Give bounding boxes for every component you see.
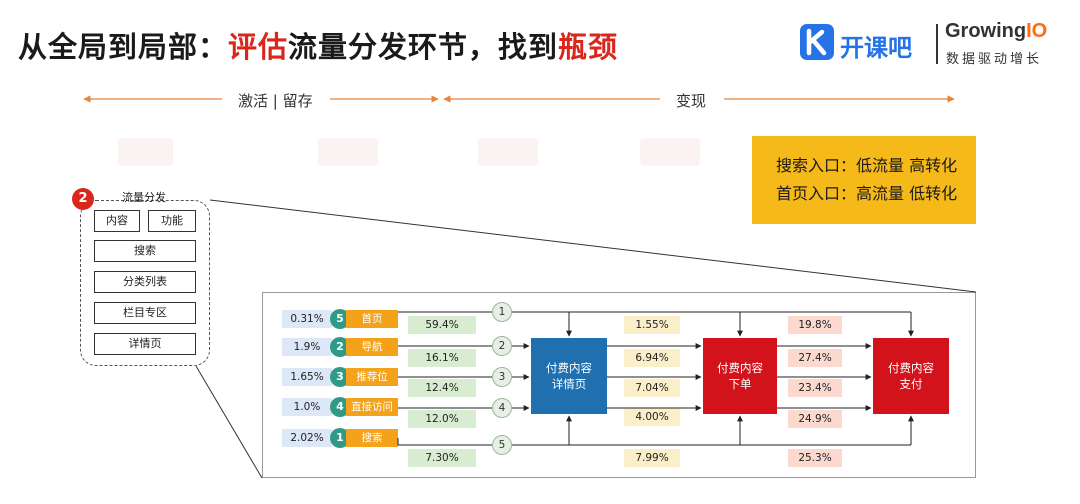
brand-logo: 开课吧 GrowingIO 数据驱动增长 xyxy=(800,20,1065,68)
pay-rate-value: 24.9% xyxy=(788,410,842,428)
stage-box-payment: 付费内容 支付 xyxy=(873,338,949,414)
title-part-2: 评估 xyxy=(228,30,289,64)
page-title: 从全局到局部：评估流量分发环节，找到瓶颈 xyxy=(18,24,618,66)
detail-rate-value: 16.1% xyxy=(408,349,476,367)
order-rate-value: 4.00% xyxy=(624,408,680,426)
channel-share-value: 1.0% xyxy=(282,398,332,416)
channel-label-home: 首页 xyxy=(346,310,398,328)
title-part-3: 流量分发环节，找到 xyxy=(288,30,559,64)
detail-rate-value: 12.4% xyxy=(408,379,476,397)
pay-rate-value: 23.4% xyxy=(788,379,842,397)
channel-label-recommend: 推荐位 xyxy=(346,368,398,386)
stage-order-line1: 付费内容 xyxy=(717,361,763,375)
order-rate-value: 7.04% xyxy=(624,379,680,397)
panel-box-category: 分类列表 xyxy=(94,271,196,293)
kaikeba-logo-icon xyxy=(800,24,834,60)
step-badge: 2 xyxy=(72,188,94,210)
channel-rank-badge: 2 xyxy=(330,337,350,357)
panel-box-search: 搜索 xyxy=(94,240,196,262)
stage-pay-line2: 支付 xyxy=(899,377,923,391)
channel-rank-badge: 5 xyxy=(330,309,350,329)
order-rate-value: 7.99% xyxy=(624,449,680,467)
faded-background-shape xyxy=(118,138,173,166)
logo-tagline: 数据驱动增长 xyxy=(946,52,1043,67)
stage-pay-line1: 付费内容 xyxy=(888,361,934,375)
order-rate-value: 6.94% xyxy=(624,349,680,367)
title-part-4: 瓶颈 xyxy=(558,30,619,64)
traffic-distribution-panel xyxy=(80,200,210,366)
faded-background-shape xyxy=(478,138,538,166)
title-part-1: 从全局到局部： xyxy=(18,30,229,64)
phase-label-monetization: 变现 xyxy=(676,92,707,110)
detail-rate-value: 59.4% xyxy=(408,316,476,334)
panel-box-function: 功能 xyxy=(148,210,196,232)
channel-share-value: 0.31% xyxy=(282,310,332,328)
order-rate-value: 1.55% xyxy=(624,316,680,334)
stage-box-detail-page: 付费内容 详情页 xyxy=(531,338,607,414)
logo-divider xyxy=(936,24,938,64)
channel-rank-badge: 4 xyxy=(330,397,350,417)
pay-rate-value: 27.4% xyxy=(788,349,842,367)
pay-rate-value: 25.3% xyxy=(788,449,842,467)
callout-line-search: 搜索入口：低流量 高转化 xyxy=(776,156,958,175)
stage-box-order: 付费内容 下单 xyxy=(703,338,777,414)
phase-label-activation: 激活 | 留存 xyxy=(238,92,313,110)
callout-line-home: 首页入口：高流量 低转化 xyxy=(776,184,958,203)
flow-node: 4 xyxy=(492,398,512,418)
channel-label-search: 搜索 xyxy=(346,429,398,447)
stage-detail-line1: 付费内容 xyxy=(546,361,592,375)
flow-node: 2 xyxy=(492,336,512,356)
channel-label-direct: 直接访问 xyxy=(346,398,398,416)
growingio-wordmark: GrowingIO xyxy=(945,20,1048,42)
faded-background-shape xyxy=(318,138,378,166)
channel-share-value: 2.02% xyxy=(282,429,332,447)
flow-node: 1 xyxy=(492,302,512,322)
channel-label-nav: 导航 xyxy=(346,338,398,356)
detail-rate-value: 12.0% xyxy=(408,410,476,428)
faded-background-shape xyxy=(640,138,700,166)
stage-order-line2: 下单 xyxy=(728,377,752,391)
insight-callout: 搜索入口：低流量 高转化 首页入口：高流量 低转化 xyxy=(752,136,976,224)
channel-share-value: 1.65% xyxy=(282,368,332,386)
panel-box-column: 栏目专区 xyxy=(94,302,196,324)
panel-title: 流量分发 xyxy=(122,191,166,204)
channel-share-value: 1.9% xyxy=(282,338,332,356)
stage-detail-line2: 详情页 xyxy=(551,377,587,391)
logo-brand-name: 开课吧 xyxy=(840,34,912,62)
flow-node: 3 xyxy=(492,367,512,387)
panel-box-detail: 详情页 xyxy=(94,333,196,355)
pay-rate-value: 19.8% xyxy=(788,316,842,334)
channel-rank-badge: 1 xyxy=(330,428,350,448)
channel-rank-badge: 3 xyxy=(330,367,350,387)
panel-box-content: 内容 xyxy=(94,210,140,232)
detail-rate-value: 7.30% xyxy=(408,449,476,467)
flow-node: 5 xyxy=(492,435,512,455)
